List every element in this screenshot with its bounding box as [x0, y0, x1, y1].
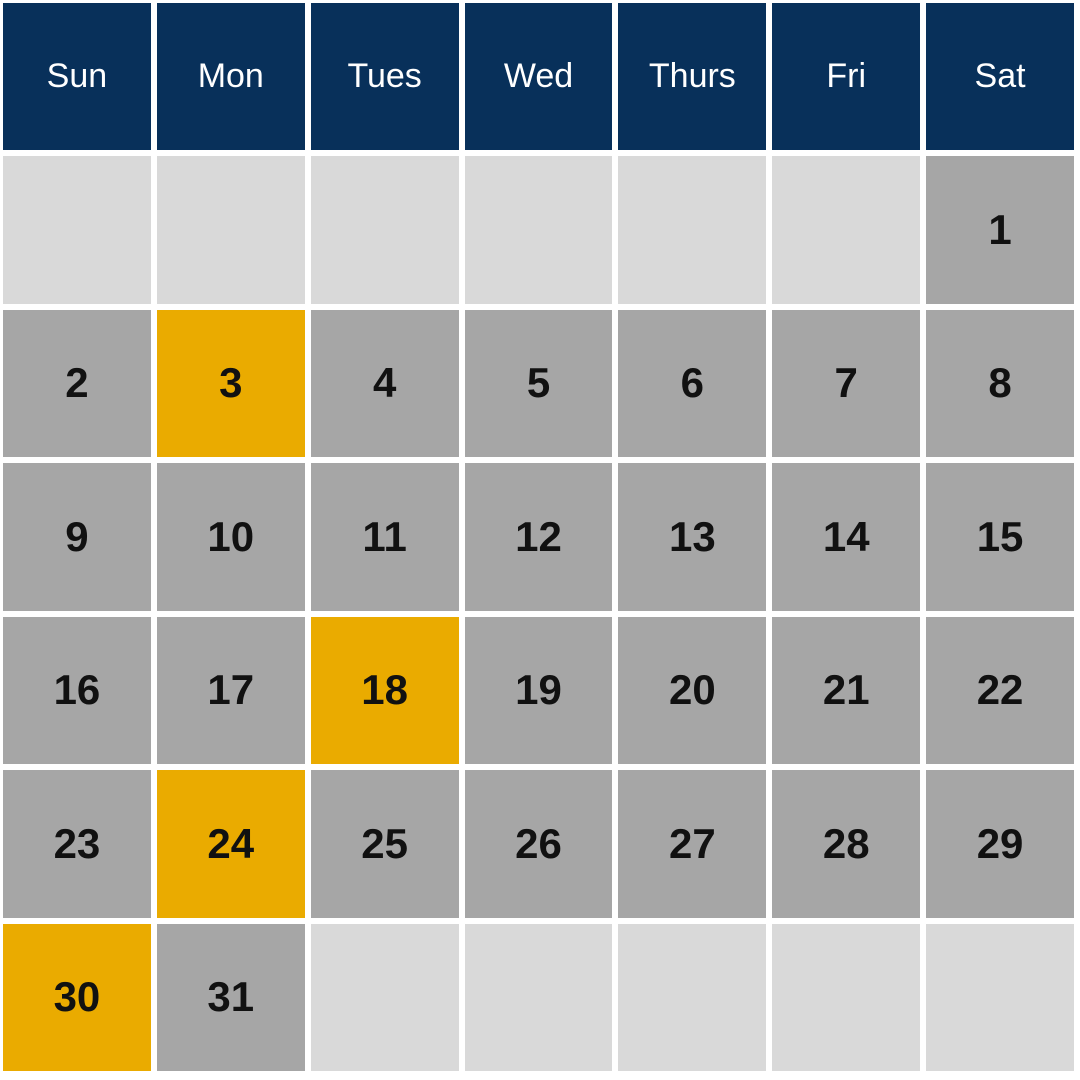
- day-cell-9[interactable]: 9: [3, 463, 151, 611]
- day-cell-30[interactable]: 30: [3, 923, 151, 1071]
- weekday-header-mon: Mon: [156, 3, 305, 150]
- empty-cell: [464, 923, 613, 1071]
- empty-cell: [772, 923, 921, 1071]
- weekday-header-sun: Sun: [3, 3, 151, 150]
- day-cell-22[interactable]: 22: [926, 616, 1074, 764]
- day-cell-8[interactable]: 8: [926, 309, 1074, 457]
- day-cell-25[interactable]: 25: [310, 770, 459, 918]
- weekday-header-sat: Sat: [926, 3, 1074, 150]
- day-cell-2[interactable]: 2: [3, 309, 151, 457]
- day-cell-6[interactable]: 6: [618, 309, 767, 457]
- day-cell-3[interactable]: 3: [156, 309, 305, 457]
- weekday-header-tues: Tues: [310, 3, 459, 150]
- empty-cell: [464, 156, 613, 304]
- day-cell-28[interactable]: 28: [772, 770, 921, 918]
- day-cell-17[interactable]: 17: [156, 616, 305, 764]
- empty-cell: [156, 156, 305, 304]
- empty-cell: [618, 923, 767, 1071]
- day-cell-23[interactable]: 23: [3, 770, 151, 918]
- day-cell-19[interactable]: 19: [464, 616, 613, 764]
- day-cell-26[interactable]: 26: [464, 770, 613, 918]
- day-cell-13[interactable]: 13: [618, 463, 767, 611]
- day-cell-11[interactable]: 11: [310, 463, 459, 611]
- day-cell-15[interactable]: 15: [926, 463, 1074, 611]
- empty-cell: [618, 156, 767, 304]
- day-cell-1[interactable]: 1: [926, 156, 1074, 304]
- day-cell-29[interactable]: 29: [926, 770, 1074, 918]
- day-cell-16[interactable]: 16: [3, 616, 151, 764]
- day-cell-12[interactable]: 12: [464, 463, 613, 611]
- day-cell-21[interactable]: 21: [772, 616, 921, 764]
- day-cell-10[interactable]: 10: [156, 463, 305, 611]
- weekday-header-fri: Fri: [772, 3, 921, 150]
- empty-cell: [310, 923, 459, 1071]
- day-cell-4[interactable]: 4: [310, 309, 459, 457]
- day-cell-7[interactable]: 7: [772, 309, 921, 457]
- day-cell-24[interactable]: 24: [156, 770, 305, 918]
- empty-cell: [3, 156, 151, 304]
- empty-cell: [772, 156, 921, 304]
- day-cell-14[interactable]: 14: [772, 463, 921, 611]
- weekday-header-wed: Wed: [464, 3, 613, 150]
- day-cell-18[interactable]: 18: [310, 616, 459, 764]
- day-cell-31[interactable]: 31: [156, 923, 305, 1071]
- day-cell-27[interactable]: 27: [618, 770, 767, 918]
- empty-cell: [926, 923, 1074, 1071]
- empty-cell: [310, 156, 459, 304]
- day-cell-20[interactable]: 20: [618, 616, 767, 764]
- day-cell-5[interactable]: 5: [464, 309, 613, 457]
- weekday-header-thurs: Thurs: [618, 3, 767, 150]
